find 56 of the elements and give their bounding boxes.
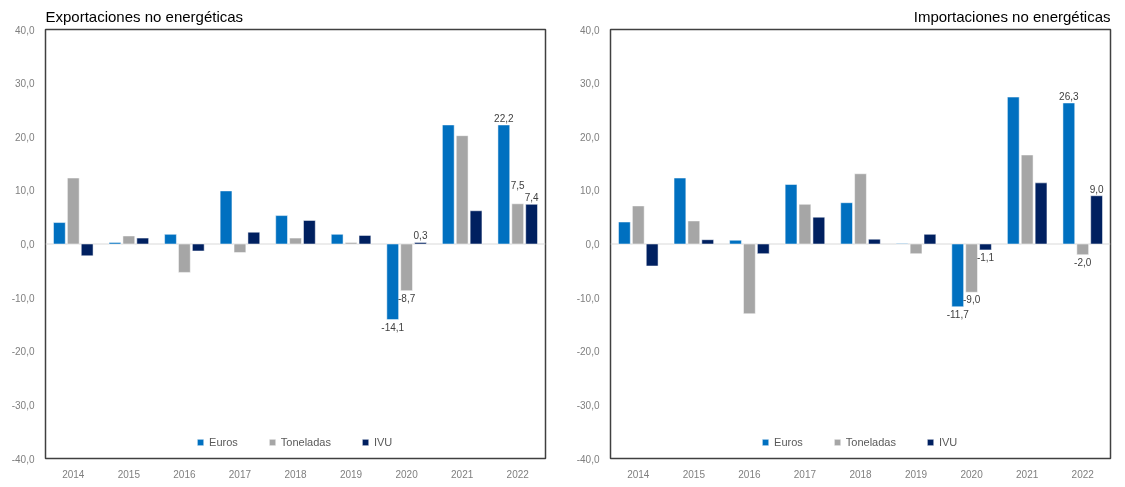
x-tick-label: 2021 [451, 468, 474, 480]
y-tick-label: 20,0 [15, 131, 35, 143]
data-label: 22,2 [494, 112, 514, 124]
chart-title: Exportaciones no energéticas [45, 7, 244, 25]
x-tick-label: 2022 [1071, 468, 1095, 480]
y-tick-label: -10,0 [11, 292, 35, 304]
y-tick-label: 0,0 [20, 239, 35, 250]
legend-label: IVU [938, 436, 959, 448]
y-tick-label: 40,0 [15, 24, 35, 36]
x-tick-label: 2014 [627, 468, 650, 480]
x-tick-label: 2018 [284, 468, 308, 480]
legend-label: Toneladas [280, 436, 331, 448]
x-tick-label: 2021 [1016, 468, 1039, 480]
y-tick-label: -10,0 [576, 292, 600, 304]
data-label: 9,0 [1089, 183, 1104, 195]
y-tick-label: 10,0 [580, 185, 600, 197]
x-tick-label: 2016 [738, 468, 761, 480]
y-tick-label: -20,0 [11, 346, 35, 358]
y-tick-label: -20,0 [576, 346, 600, 358]
x-tick-label: 2018 [849, 468, 873, 480]
y-tick-label: 40,0 [580, 24, 600, 36]
x-tick-label: 2014 [62, 468, 85, 480]
y-tick-label: -30,0 [11, 399, 35, 411]
data-label: -9,0 [963, 294, 981, 306]
data-label: -14,1 [381, 321, 405, 333]
x-tick-label: 2020 [960, 468, 984, 480]
legend-label: Euros [209, 436, 238, 448]
data-label: 7,4 [524, 192, 539, 204]
data-label: 0,3 [413, 230, 428, 242]
legend-label: Toneladas [845, 436, 896, 448]
data-label: 26,3 [1059, 90, 1079, 102]
data-label: 7,5 [510, 179, 526, 191]
x-tick-label: 2017 [228, 468, 252, 480]
y-tick-label: -40,0 [576, 453, 600, 465]
x-tick-label: 2016 [173, 468, 196, 480]
x-tick-label: 2015 [682, 468, 706, 480]
y-tick-label: -30,0 [576, 399, 600, 411]
x-tick-label: 2019 [904, 468, 928, 480]
data-label: -8,7 [398, 292, 416, 304]
data-label: -2,0 [1074, 256, 1092, 268]
y-tick-label: -40,0 [11, 453, 35, 465]
data-label: -11,7 [946, 308, 970, 320]
x-tick-label: 2019 [339, 468, 363, 480]
y-tick-label: 0,0 [585, 239, 600, 250]
y-tick-label: 30,0 [580, 78, 600, 90]
legend-label: IVU [373, 436, 394, 448]
y-tick-label: 30,0 [15, 78, 35, 90]
y-tick-label: 10,0 [15, 185, 35, 197]
x-tick-label: 2020 [395, 468, 419, 480]
legend-label: Euros [774, 436, 803, 448]
x-tick-label: 2015 [117, 468, 141, 480]
x-tick-label: 2017 [793, 468, 817, 480]
y-tick-label: 20,0 [580, 131, 600, 143]
chart-title: Importaciones no energéticas [913, 7, 1111, 25]
data-label: -1,1 [976, 251, 995, 263]
x-tick-label: 2022 [506, 468, 530, 480]
